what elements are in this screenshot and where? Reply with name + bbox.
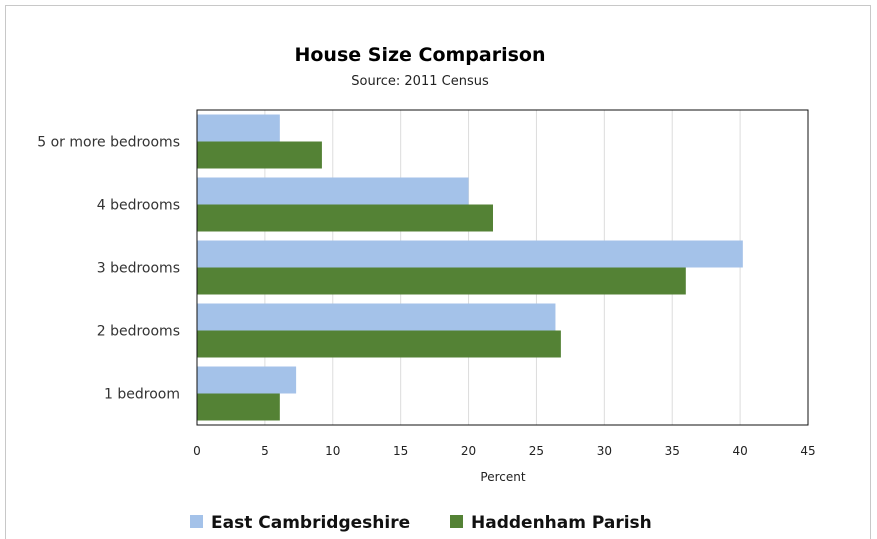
legend-swatch <box>190 515 203 528</box>
bars <box>197 114 743 421</box>
x-axis-title: Percent <box>480 470 525 484</box>
legend-item: Haddenham Parish <box>450 513 652 533</box>
x-tick-label: 10 <box>325 444 340 458</box>
legend-label: Haddenham Parish <box>471 513 652 533</box>
bar <box>197 267 686 295</box>
bar <box>197 141 322 169</box>
bar <box>197 114 280 142</box>
legend-label: East Cambridgeshire <box>211 513 410 533</box>
category-labels: 5 or more bedrooms 4 bedrooms 3 bedrooms 2 … <box>37 135 180 403</box>
legend: East Cambridgeshire Haddenham Parish <box>190 513 652 533</box>
category-label: 2 bedrooms <box>97 324 180 340</box>
x-tick-label: 20 <box>461 444 476 458</box>
bar <box>197 177 469 205</box>
x-tick-label: 5 <box>261 444 269 458</box>
x-tick-label: 45 <box>800 444 815 458</box>
chart-subtitle: Source: 2011 Census <box>351 74 489 89</box>
category-label: 4 bedrooms <box>97 198 180 214</box>
chart-title: House Size Comparison <box>294 44 545 66</box>
bar <box>197 204 493 232</box>
chart-frame <box>5 5 871 539</box>
x-tick-label: 0 <box>193 444 201 458</box>
x-tick-label: 35 <box>665 444 680 458</box>
bar <box>197 240 743 268</box>
x-tick-label: 15 <box>393 444 408 458</box>
legend-swatch <box>450 515 463 528</box>
category-label: 1 bedroom <box>104 387 180 403</box>
category-label: 3 bedrooms <box>97 261 180 277</box>
legend-item: East Cambridgeshire <box>190 513 410 533</box>
bar <box>197 303 556 331</box>
x-tick-labels: 0 5 10 15 20 25 30 35 40 45 <box>193 444 815 458</box>
category-label: 5 or more bedrooms <box>37 135 180 151</box>
x-tick-label: 25 <box>529 444 544 458</box>
bar <box>197 393 280 421</box>
bar <box>197 366 297 394</box>
x-tick-label: 40 <box>732 444 747 458</box>
plot-area-border <box>196 109 809 426</box>
x-tick-label: 30 <box>597 444 612 458</box>
bar <box>197 330 561 358</box>
